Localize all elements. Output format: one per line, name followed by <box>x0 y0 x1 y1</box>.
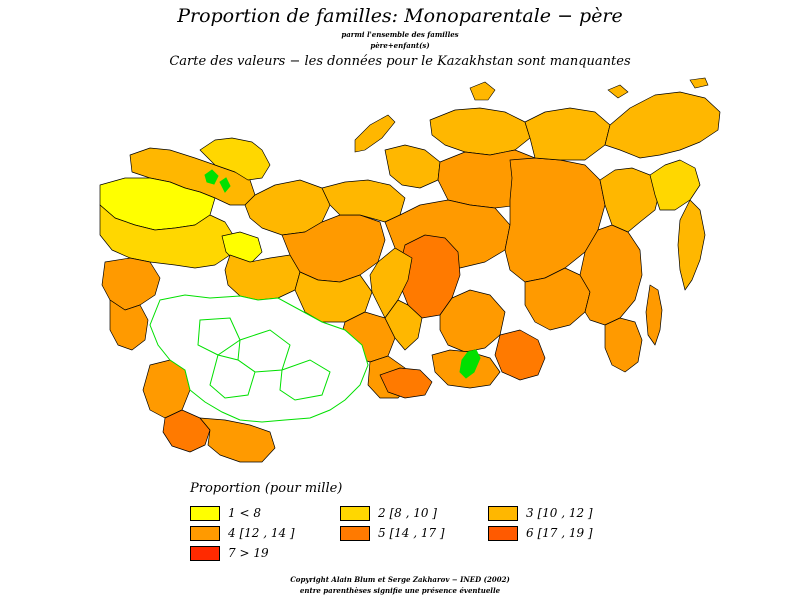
region-khanty <box>321 179 406 223</box>
lake-baikal <box>459 349 481 379</box>
legend-label-3: 3 [10 , 12 ] <box>526 506 593 520</box>
legend-label-2: 2 [8 , 10 ] <box>378 506 437 520</box>
region-chukotka <box>604 91 721 159</box>
map-subtitle-population: parmi l'ensemble des familles <box>341 30 459 39</box>
region-yamal <box>384 144 441 189</box>
region-koryak <box>649 159 701 211</box>
kazakhstan-subdivision-4 <box>209 354 256 399</box>
region-layer <box>99 91 721 463</box>
region-ukraine-edge <box>109 299 149 351</box>
region-taymyr <box>429 107 531 156</box>
legend-label-5: 5 [14 , 17 ] <box>378 526 445 540</box>
map-subtitle-category: père+enfant(s) <box>370 41 430 50</box>
island-novaya-zemlya <box>354 114 396 153</box>
island-severnaya-zemlya <box>469 81 496 101</box>
region-south-west <box>101 257 161 311</box>
kazakhstan-subdivision-1 <box>197 317 241 356</box>
region-magadan <box>599 167 661 233</box>
region-sakhalin <box>645 284 663 346</box>
region-chita <box>494 329 546 381</box>
region-karelia <box>199 137 271 181</box>
map-subtitle-note: Carte des valeurs − les données pour le … <box>169 54 631 69</box>
kazakhstan-subdivision-3 <box>279 359 331 401</box>
region-komi <box>244 179 331 236</box>
legend-title: Proportion (pour mille) <box>190 481 343 496</box>
region-kamchatka <box>677 199 706 291</box>
water-bodies <box>204 169 481 379</box>
missing-data-area <box>149 294 369 423</box>
legend-swatch-4 <box>190 526 220 541</box>
legend-label-1: 1 < 8 <box>228 506 261 520</box>
region-central-asia-south <box>199 417 276 463</box>
region-kemerovo <box>384 299 423 351</box>
legend-label-7: 7 > 19 <box>228 546 269 560</box>
legend-swatch-3 <box>488 506 518 521</box>
lake-ladoga <box>204 169 219 185</box>
region-moscow <box>221 231 263 263</box>
copyright-notice: Copyright Alain Blum et Serge Zakharov −… <box>290 575 510 584</box>
legend-swatch-2 <box>340 506 370 521</box>
region-primorye <box>604 317 643 373</box>
region-yakutia-north <box>524 107 611 161</box>
map-title: Proportion de familles: Monoparentale − … <box>177 5 623 27</box>
arctic-islands <box>354 77 709 153</box>
legend: 1 < 8 2 [8 , 10 ] 3 [10 , 12 ] 4 [12 , 1… <box>190 506 640 566</box>
region-volga-north <box>224 254 301 301</box>
footnote: entre parenthèses signifie une présence … <box>299 586 501 595</box>
legend-swatch-7 <box>190 546 220 561</box>
legend-label-4: 4 [12 , 14 ] <box>228 526 295 540</box>
legend-label-6: 6 [17 , 19 ] <box>526 526 593 540</box>
region-tuva <box>379 367 433 399</box>
legend-swatch-1 <box>190 506 220 521</box>
island-new-siberian <box>607 84 629 99</box>
lake-onega <box>219 177 231 193</box>
legend-swatch-5 <box>340 526 370 541</box>
legend-swatch-6 <box>488 526 518 541</box>
region-caucasus-south <box>162 409 211 453</box>
island-wrangel <box>689 77 709 89</box>
